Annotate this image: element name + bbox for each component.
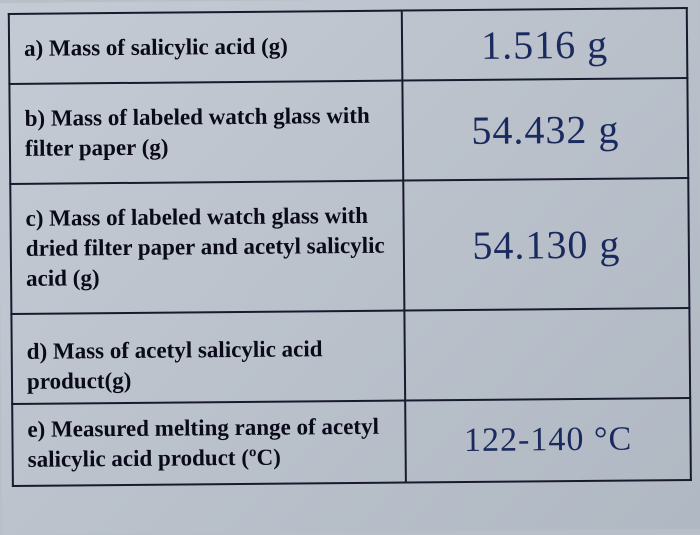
row-value-e: 122-140 °C <box>405 398 690 482</box>
table-row: a) Mass of salicylic acid (g) 1.516 g <box>9 8 688 84</box>
row-value-c: 54.130 g <box>403 178 689 310</box>
row-value-b: 54.432 g <box>403 78 689 180</box>
row-label-d: d) Mass of acetyl salicylic acid product… <box>11 311 405 404</box>
row-label-c: c) Mass of labeled watch glass with drie… <box>10 181 404 314</box>
row-label-a: a) Mass of salicylic acid (g) <box>9 11 403 84</box>
worksheet-page: a) Mass of salicylic acid (g) 1.516 g b)… <box>0 0 700 535</box>
data-table: a) Mass of salicylic acid (g) 1.516 g b)… <box>8 7 692 487</box>
table-row: c) Mass of labeled watch glass with drie… <box>10 178 689 314</box>
table-row: b) Mass of labeled watch glass with filt… <box>9 78 688 184</box>
row-label-e: e) Measured melting range of acetyl sali… <box>12 401 406 486</box>
row-value-d <box>405 308 691 400</box>
row-value-a: 1.516 g <box>402 8 687 80</box>
row-label-b: b) Mass of labeled watch glass with filt… <box>9 81 403 184</box>
table-row: d) Mass of acetyl salicylic acid product… <box>11 308 690 404</box>
table-row: e) Measured melting range of acetyl sali… <box>12 398 691 486</box>
